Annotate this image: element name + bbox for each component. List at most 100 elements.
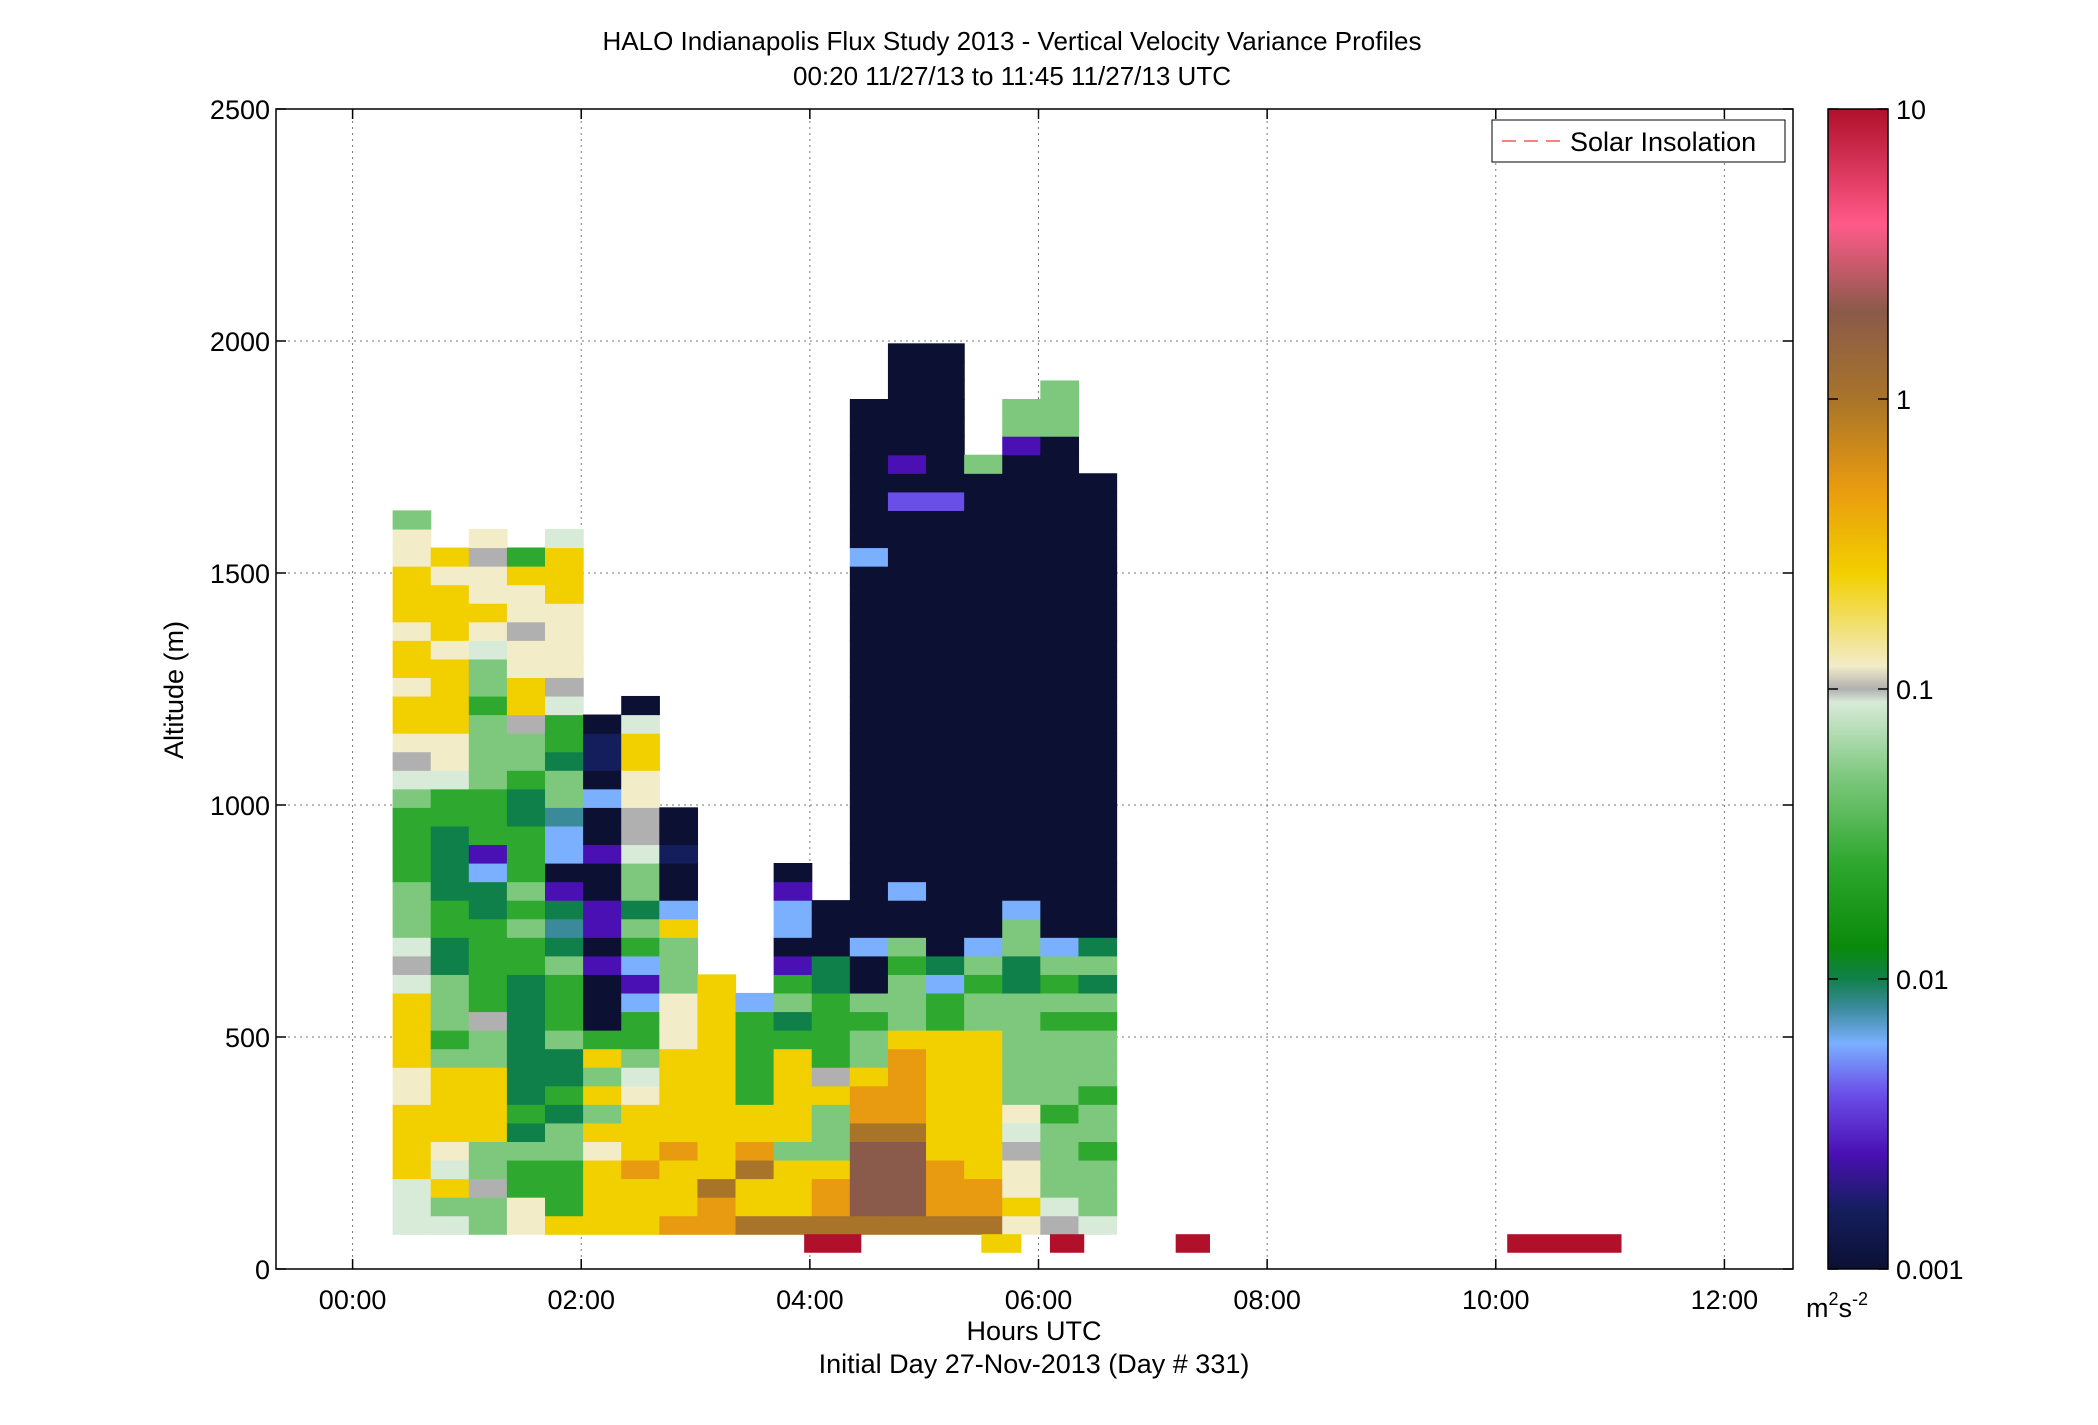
heatmap-cell: [659, 900, 699, 920]
heatmap-cell: [964, 788, 1003, 808]
heatmap-cell: [1078, 751, 1118, 771]
heatmap-cell: [468, 863, 508, 883]
heatmap-cell: [392, 733, 432, 753]
heatmap-cell: [392, 1048, 432, 1068]
heatmap-cell: [926, 361, 965, 382]
heatmap-cell: [506, 974, 546, 994]
heatmap-cell: [468, 1048, 508, 1068]
heatmap-cell: [849, 1141, 889, 1161]
heatmap-cell: [545, 770, 584, 790]
heatmap-cell: [964, 1197, 1003, 1217]
heatmap-cell: [583, 974, 622, 994]
heatmap-cell: [621, 1085, 660, 1105]
heatmap-cell: [583, 900, 622, 920]
heatmap-cell: [926, 417, 965, 437]
heatmap-cell: [926, 640, 965, 660]
heatmap-cell: [392, 900, 432, 920]
heatmap-cell: [468, 1141, 508, 1161]
heatmap-cell: [1040, 825, 1080, 846]
heatmap-cell: [506, 677, 546, 697]
heatmap-cell: [545, 640, 584, 660]
heatmap-cell: [926, 937, 965, 957]
heatmap-cell: [506, 566, 546, 586]
heatmap-cell: [506, 640, 546, 660]
heatmap-cell: [392, 751, 432, 771]
heatmap-cell: [659, 974, 699, 994]
heatmap-cell: [1078, 733, 1118, 753]
heatmap-cell: [659, 1104, 699, 1124]
heatmap-cell: [1078, 788, 1118, 808]
heatmap-cell: [887, 1197, 927, 1217]
heatmap-cell: [735, 1104, 775, 1124]
colorbar-tick-label: 0.1: [1896, 675, 1934, 705]
heatmap-cell: [545, 1085, 584, 1105]
heatmap-cell: [811, 955, 851, 975]
heatmap-cell: [773, 1178, 813, 1198]
legend-box: [1491, 119, 1786, 163]
heatmap-cell: [1078, 1048, 1118, 1068]
heatmap-cell: [1040, 1011, 1080, 1031]
heatmap-cell: [1002, 1215, 1041, 1235]
heatmap-cell: [926, 770, 965, 790]
heatmap-cell: [1002, 918, 1041, 938]
heatmap-cell: [926, 825, 965, 846]
heatmap-cell: [1078, 603, 1118, 623]
heatmap-cell: [1002, 491, 1041, 511]
heatmap-cell: [468, 1178, 508, 1198]
heatmap-cell: [583, 1104, 622, 1124]
solar-insolation-bar: [1507, 1234, 1622, 1253]
heatmap-cell: [545, 1048, 584, 1068]
heatmap-cell: [1040, 677, 1080, 697]
heatmap-cell: [1078, 1104, 1118, 1124]
heatmap-cells: [392, 343, 1118, 1235]
heatmap-cell: [545, 547, 584, 567]
heatmap-cell: [887, 510, 927, 530]
heatmap-cell: [697, 1104, 737, 1124]
heatmap-cell: [811, 1197, 851, 1217]
heatmap-cell: [392, 603, 432, 623]
heatmap-cell: [926, 491, 965, 511]
heatmap-cell: [849, 399, 889, 419]
heatmap-cell: [430, 695, 470, 716]
heatmap-cell: [735, 1197, 775, 1217]
heatmap-cell: [926, 454, 965, 474]
heatmap-cell: [392, 1141, 432, 1161]
heatmap-cell: [545, 863, 584, 883]
heatmap-cell: [545, 807, 584, 827]
heatmap-cell: [1002, 677, 1041, 697]
heatmap-cell: [964, 900, 1003, 920]
heatmap-cell: [506, 714, 546, 734]
heatmap-cell: [430, 1067, 470, 1087]
heatmap-cell: [506, 881, 546, 901]
heatmap-cell: [773, 1197, 813, 1217]
colorbar-tick-label: 0.01: [1896, 965, 1949, 995]
heatmap-cell: [1078, 1085, 1118, 1105]
heatmap-cell: [926, 1215, 965, 1235]
heatmap-cell: [1040, 436, 1080, 456]
heatmap-cell: [468, 640, 508, 660]
heatmap-cell: [811, 974, 851, 994]
heatmap-cell: [392, 714, 432, 734]
heatmap-cell: [964, 825, 1003, 846]
heatmap-cell: [926, 992, 965, 1013]
heatmap-cell: [1040, 955, 1080, 975]
heatmap-cell: [1040, 733, 1080, 753]
y-tick-label: 2500: [210, 95, 270, 125]
heatmap-cell: [849, 473, 889, 493]
heatmap-cell: [773, 1215, 813, 1235]
heatmap-cell: [964, 807, 1003, 827]
heatmap-cell: [887, 788, 927, 808]
heatmap-cell: [392, 770, 432, 790]
heatmap-cell: [697, 1067, 737, 1087]
heatmap-cell: [811, 1085, 851, 1105]
heatmap-cell: [887, 361, 927, 382]
legend: Solar Insolation: [1491, 119, 1786, 163]
heatmap-cell: [392, 1159, 432, 1180]
heatmap-cell: [621, 1178, 660, 1198]
heatmap-cell: [887, 770, 927, 790]
heatmap-cell: [392, 992, 432, 1013]
heatmap-cell: [506, 1122, 546, 1142]
heatmap-cell: [506, 788, 546, 808]
heatmap-cell: [468, 1197, 508, 1217]
heatmap-cell: [545, 695, 584, 716]
